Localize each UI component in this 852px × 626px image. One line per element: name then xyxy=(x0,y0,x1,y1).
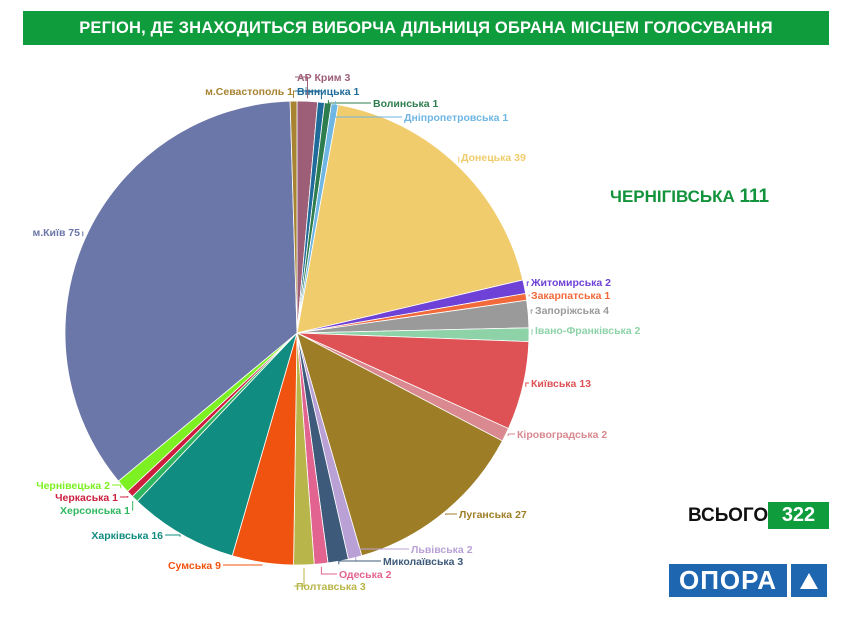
slice-label: Луганська 27 xyxy=(459,509,527,521)
slice-label: Дніпропетровська 1 xyxy=(404,112,508,124)
slice-labels: АР Крим 3 Вінницька 1 Волинська 1 Дніпропет… xyxy=(32,72,640,593)
slice-label: АР Крим 3 xyxy=(297,72,350,84)
slice-label: Донецька 39 xyxy=(461,152,526,164)
slice-label: Вінницька 1 xyxy=(297,86,360,98)
leader-line xyxy=(531,329,533,335)
page-title: РЕГІОН, ДЕ ЗНАХОДИТЬСЯ ВИБОРЧА ДІЛЬНИЦЯ … xyxy=(23,11,829,45)
pie-slice xyxy=(296,104,524,334)
leader-lines xyxy=(82,76,533,587)
leader-line xyxy=(526,281,529,287)
triangle-icon xyxy=(791,564,827,597)
slice-label: Івано-Франківська 2 xyxy=(535,325,641,337)
slice-label: Харківська 16 xyxy=(91,530,163,542)
leader-line xyxy=(338,560,381,565)
leader-line xyxy=(132,501,134,511)
leader-line xyxy=(327,100,371,104)
slice-label: м.Севастополь 1 xyxy=(205,86,293,98)
pie-slice xyxy=(64,100,298,482)
slice-label: Кіровоградська 2 xyxy=(517,429,607,441)
slice-label: Херсонська 1 xyxy=(60,505,130,517)
slice-label: Запоріжська 4 xyxy=(535,305,609,317)
slice-label: Одеська 2 xyxy=(339,569,392,581)
leader-line xyxy=(82,231,84,237)
leader-line xyxy=(293,90,295,98)
slice-label: Волинська 1 xyxy=(373,98,439,110)
opora-logo: ОПОРА xyxy=(669,564,827,597)
highlight-value: 111 xyxy=(739,186,770,207)
total-value: 322 xyxy=(768,502,829,529)
leader-line xyxy=(294,567,305,587)
slice-label: Чернівецька 2 xyxy=(36,480,110,492)
total-label: ВСЬОГО xyxy=(688,505,769,526)
slice-label: Закарпатська 1 xyxy=(531,290,610,302)
slice-label: Миколаївська 3 xyxy=(383,556,463,568)
highlight-label: ЧЕРНІГІВСЬКА xyxy=(610,187,735,206)
leader-line xyxy=(507,433,515,437)
pie-slice xyxy=(296,332,503,557)
leader-line xyxy=(525,382,529,387)
highlight-region: ЧЕРНІГІВСЬКА 111 xyxy=(610,186,769,208)
slice-label: Київська 13 xyxy=(531,378,591,390)
pie-slice xyxy=(136,332,298,557)
slice-label: Житомирська 2 xyxy=(530,277,611,289)
leader-line xyxy=(320,566,337,575)
leader-line xyxy=(165,534,181,537)
slice-label: Черкаська 1 xyxy=(55,492,118,504)
slice-label: Полтавська 3 xyxy=(296,581,366,593)
slice-label: Сумська 9 xyxy=(168,560,221,572)
slice-label: Львівська 2 xyxy=(411,544,473,556)
leader-line xyxy=(112,484,122,489)
leader-line xyxy=(530,309,533,314)
leader-line xyxy=(334,101,402,118)
pie-slices xyxy=(64,100,530,566)
leader-line xyxy=(355,548,409,561)
logo-text: ОПОРА xyxy=(669,564,787,597)
leader-line xyxy=(120,496,129,498)
pie-slice xyxy=(289,100,298,334)
leader-line xyxy=(445,513,457,515)
slice-label: м.Київ 75 xyxy=(32,227,80,239)
leader-line xyxy=(295,90,322,100)
